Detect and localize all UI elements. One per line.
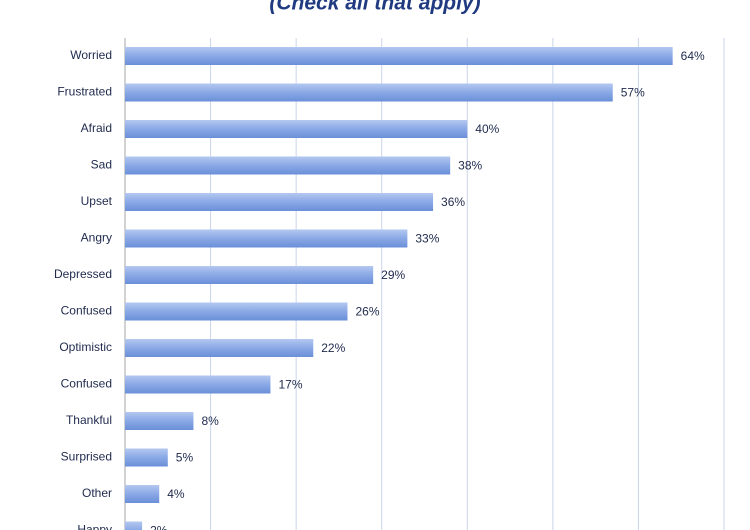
value-label: 38% (458, 159, 482, 173)
bar (125, 485, 160, 503)
category-label: Angry (81, 231, 112, 245)
category-label: Sad (91, 158, 112, 172)
bar (125, 156, 451, 175)
bar (125, 266, 374, 284)
category-label: Worried (70, 48, 112, 62)
category-label: Thankful (66, 413, 112, 427)
value-label: 5% (176, 451, 194, 465)
bar (125, 302, 348, 321)
value-label: 4% (167, 487, 185, 501)
value-label: 8% (201, 414, 219, 428)
value-label: 36% (441, 195, 465, 209)
value-label: 33% (415, 232, 439, 246)
category-label: Surprised (61, 450, 112, 464)
value-label: 29% (381, 268, 405, 282)
category-label: Optimistic (59, 340, 112, 354)
value-label: 2% (150, 524, 168, 530)
value-label: 64% (681, 49, 705, 63)
bar (125, 47, 673, 65)
bar (125, 448, 168, 467)
value-label: 26% (355, 305, 379, 319)
category-label: Afraid (81, 121, 112, 135)
bar (125, 83, 613, 102)
bar (125, 521, 143, 530)
category-label: Confused (61, 304, 112, 318)
value-label: 22% (321, 341, 345, 355)
category-label: Happy (77, 523, 112, 530)
bar (125, 229, 408, 248)
bar (125, 193, 434, 211)
bar (125, 412, 194, 430)
category-label: Confused (61, 377, 112, 391)
chart-title: (Check all that apply) (269, 0, 480, 15)
category-label: Upset (81, 194, 113, 208)
category-label: Frustrated (57, 85, 112, 99)
value-label: 57% (621, 86, 645, 100)
category-label: Depressed (54, 267, 112, 281)
bar (125, 339, 314, 357)
category-label: Other (82, 486, 112, 500)
value-label: 17% (278, 378, 302, 392)
bar (125, 120, 468, 138)
bar (125, 375, 271, 394)
value-label: 40% (475, 122, 499, 136)
